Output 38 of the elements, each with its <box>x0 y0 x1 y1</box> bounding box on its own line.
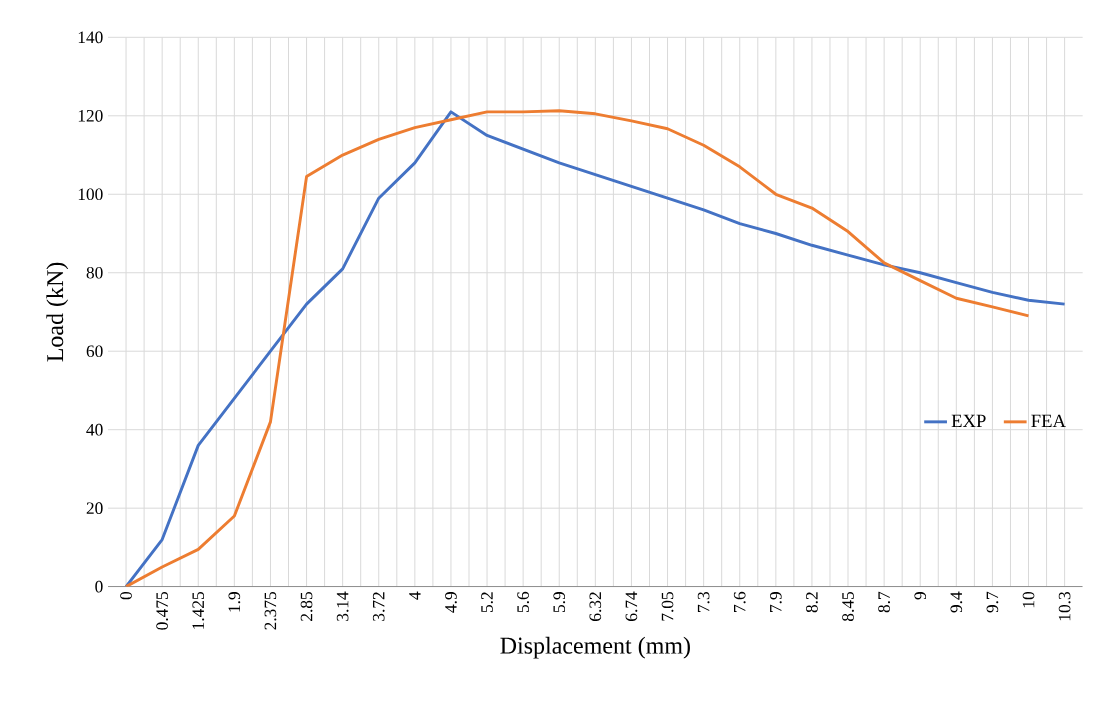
x-tick-label: 1.9 <box>228 592 241 612</box>
x-tick-label: 7.6 <box>733 591 746 612</box>
x-tick-label: 4 <box>409 591 421 600</box>
x-tick-label: 5.9 <box>553 592 566 613</box>
x-tick-label: 7.05 <box>661 592 674 621</box>
y-tick-label: 80 <box>86 266 103 279</box>
x-tick-label: 7.3 <box>697 592 710 612</box>
x-tick-label: 6.74 <box>625 591 638 621</box>
legend-label: FEA <box>1031 414 1066 428</box>
x-tick-label: 5.6 <box>517 591 530 613</box>
y-tick-label: 140 <box>78 31 103 44</box>
x-tick-label: 5.2 <box>481 592 493 613</box>
x-tick-label: 8.2 <box>806 592 818 613</box>
x-tick-label: 7.9 <box>769 592 782 612</box>
x-tick-label: 3.72 <box>372 592 385 621</box>
x-tick-label: 2.375 <box>264 592 277 630</box>
y-tick-label: 120 <box>78 109 103 122</box>
x-tick-label: 6.32 <box>589 592 602 621</box>
x-axis-title: Displacement (mm) <box>500 636 690 659</box>
x-tick-label: 8.45 <box>842 592 854 622</box>
x-tick-label: 3.14 <box>336 591 349 621</box>
x-tick-label: 2.85 <box>300 592 313 621</box>
x-tick-label: 9 <box>914 592 927 600</box>
y-tick-label: 40 <box>86 423 103 436</box>
x-tick-label: 0.475 <box>156 592 169 630</box>
legend-label: EXP <box>951 414 986 427</box>
x-tick-label: 4.9 <box>445 592 457 613</box>
y-tick-label: 20 <box>86 502 103 515</box>
x-tick-label: 0 <box>120 592 132 600</box>
x-tick-label: 9.4 <box>950 591 963 613</box>
y-tick-label: 100 <box>78 188 103 201</box>
x-tick-label: 10 <box>1022 592 1035 608</box>
x-tick-label: 1.425 <box>192 592 205 629</box>
x-tick-label: 8.7 <box>878 591 891 613</box>
x-tick-label: 10.3 <box>1058 592 1071 621</box>
x-tick-label: 9.7 <box>986 591 999 613</box>
y-tick-label: 60 <box>86 345 103 358</box>
y-axis-title: Load (kN) <box>46 262 69 362</box>
